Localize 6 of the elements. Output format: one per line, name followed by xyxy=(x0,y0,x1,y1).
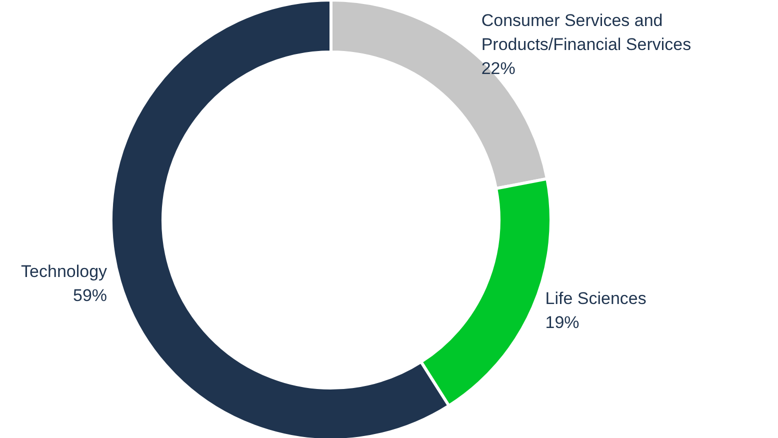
data-label: 59% xyxy=(73,286,108,306)
data-label: 19% xyxy=(545,313,580,332)
data-label: 22% xyxy=(481,58,516,78)
slice-label: Technology xyxy=(21,262,108,282)
slice-label: Life Sciences xyxy=(545,289,646,308)
slice-label: Consumer Services and Products/Financial Services xyxy=(481,10,692,54)
